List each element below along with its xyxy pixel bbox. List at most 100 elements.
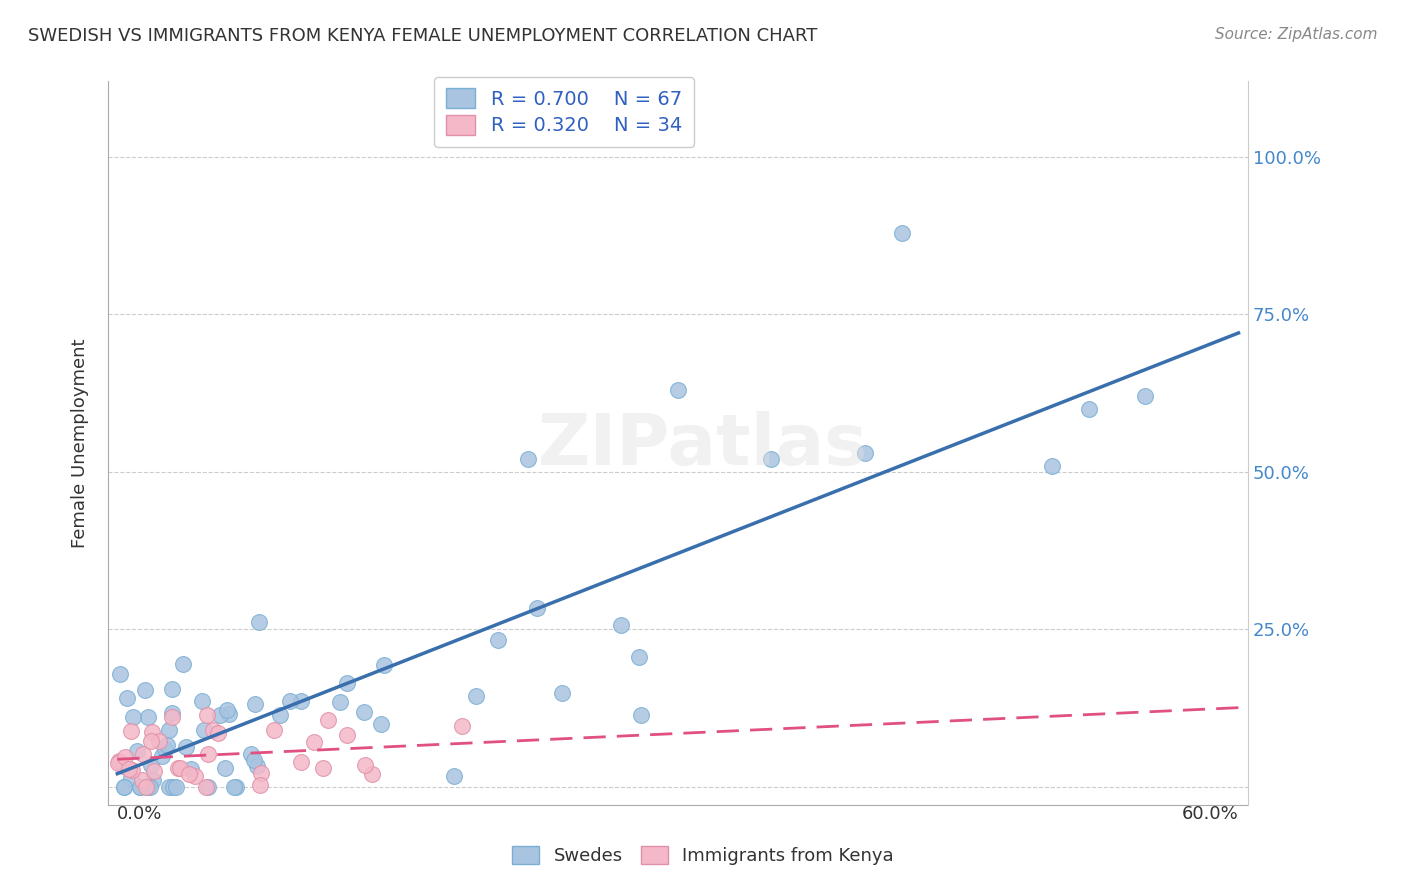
Point — [167, 762, 190, 776]
Point — [628, 649, 651, 664]
Point — [443, 769, 465, 783]
Point — [114, 780, 136, 794]
Point — [336, 728, 359, 742]
Point — [125, 744, 148, 758]
Point — [117, 691, 139, 706]
Point — [131, 773, 153, 788]
Point — [488, 632, 510, 647]
Point — [1133, 389, 1156, 403]
Point — [160, 710, 183, 724]
Point — [329, 695, 352, 709]
Point — [110, 666, 132, 681]
Point — [224, 780, 246, 794]
Point — [141, 724, 163, 739]
Legend: R = 0.700    N = 67, R = 0.320    N = 34: R = 0.700 N = 67, R = 0.320 N = 34 — [434, 77, 693, 147]
Point — [207, 726, 229, 740]
Point — [195, 707, 218, 722]
Point — [120, 723, 142, 738]
Point — [891, 226, 914, 240]
Point — [193, 723, 215, 737]
Point — [174, 739, 197, 754]
Point — [156, 738, 179, 752]
Point — [134, 682, 156, 697]
Point — [157, 723, 180, 738]
Point — [121, 710, 143, 724]
Point — [160, 681, 183, 696]
Point — [247, 615, 270, 630]
Point — [180, 763, 202, 777]
Text: ZIPatlas: ZIPatlas — [538, 411, 868, 481]
Point — [107, 756, 129, 770]
Point — [243, 697, 266, 711]
Point — [139, 780, 162, 794]
Point — [184, 769, 207, 783]
Point — [136, 710, 159, 724]
Point — [214, 761, 236, 775]
Point — [278, 694, 301, 708]
Y-axis label: Female Unemployment: Female Unemployment — [72, 339, 89, 549]
Point — [191, 694, 214, 708]
Point — [135, 780, 157, 794]
Point — [132, 747, 155, 761]
Point — [128, 780, 150, 794]
Point — [218, 707, 240, 722]
Point — [195, 780, 218, 794]
Point — [263, 723, 285, 737]
Point — [148, 734, 170, 748]
Point — [853, 446, 876, 460]
Point — [111, 759, 134, 773]
Point — [136, 780, 159, 794]
Point — [160, 706, 183, 720]
Point — [129, 780, 152, 794]
Point — [354, 757, 377, 772]
Point — [304, 735, 326, 749]
Point — [290, 755, 312, 769]
Point — [120, 771, 142, 785]
Point — [242, 753, 264, 767]
Point — [153, 742, 176, 756]
Point — [610, 617, 633, 632]
Point — [162, 780, 184, 794]
Point — [370, 717, 392, 731]
Point — [208, 707, 231, 722]
Point — [1078, 401, 1101, 416]
Text: Source: ZipAtlas.com: Source: ZipAtlas.com — [1215, 27, 1378, 42]
Text: 0.0%: 0.0% — [117, 805, 163, 823]
Point — [169, 761, 191, 775]
Point — [312, 761, 335, 775]
Point — [630, 708, 652, 723]
Point — [360, 767, 382, 781]
Point — [269, 708, 291, 723]
Point — [465, 689, 488, 703]
Point — [373, 658, 395, 673]
Point — [117, 762, 139, 776]
Point — [290, 694, 312, 708]
Legend: Swedes, Immigrants from Kenya: Swedes, Immigrants from Kenya — [503, 837, 903, 874]
Point — [172, 657, 194, 672]
Point — [761, 452, 783, 467]
Point — [246, 759, 269, 773]
Point — [217, 703, 239, 717]
Point — [197, 747, 219, 762]
Point — [225, 780, 247, 794]
Point — [353, 705, 375, 719]
Point — [197, 780, 219, 794]
Point — [112, 780, 135, 794]
Point — [451, 719, 474, 733]
Point — [150, 748, 173, 763]
Point — [142, 764, 165, 778]
Point — [249, 778, 271, 792]
Point — [114, 750, 136, 764]
Point — [121, 764, 143, 778]
Point — [249, 765, 271, 780]
Point — [526, 600, 548, 615]
Point — [165, 780, 187, 794]
Text: SWEDISH VS IMMIGRANTS FROM KENYA FEMALE UNEMPLOYMENT CORRELATION CHART: SWEDISH VS IMMIGRANTS FROM KENYA FEMALE … — [28, 27, 817, 45]
Point — [316, 714, 339, 728]
Point — [108, 754, 131, 768]
Text: 60.0%: 60.0% — [1182, 805, 1239, 823]
Point — [202, 723, 225, 737]
Point — [157, 780, 180, 794]
Point — [551, 686, 574, 700]
Point — [136, 780, 159, 794]
